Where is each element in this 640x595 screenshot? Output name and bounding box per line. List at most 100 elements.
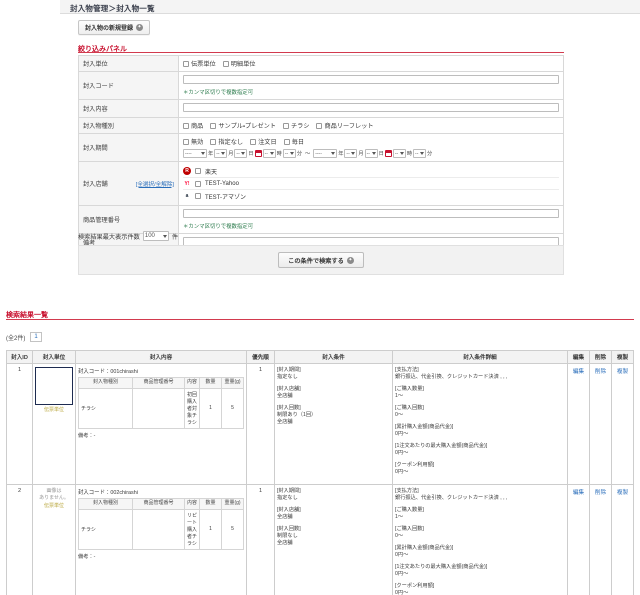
checkbox-period-disabled[interactable]: 無効: [183, 137, 203, 146]
checkbox-label: サンプル・プレゼント: [218, 123, 276, 130]
code-hint: ＊カンマ区切りで複数指定可: [183, 90, 254, 96]
shop-label-text: 封入店舗: [83, 181, 108, 188]
pagination-page-1[interactable]: 1: [30, 332, 42, 342]
checkbox-label: 商品: [191, 123, 204, 130]
checkbox-type-sample[interactable]: サンプル・プレゼント: [210, 121, 276, 130]
gear-icon: ✦: [346, 256, 354, 264]
detail-value: 0円～: [395, 450, 409, 457]
checkbox-period-daily[interactable]: 毎日: [283, 137, 304, 146]
store-name: TEST-Yahoo: [205, 180, 239, 187]
chevron-down-icon: [351, 152, 356, 155]
delete-link[interactable]: 削除: [594, 369, 607, 375]
detail-block: [1注文あたりの最大購入金額(商品代金)] 0円～: [395, 564, 565, 578]
checkbox-box-icon[interactable]: [210, 138, 217, 145]
period-to-hour-select[interactable]: --: [392, 149, 406, 158]
checkbox-box-icon[interactable]: [183, 138, 189, 145]
checkbox-unit-detail[interactable]: 明細単位: [222, 59, 256, 68]
checkbox-box-icon[interactable]: [210, 122, 217, 129]
condition-key: [封入回数]: [277, 405, 301, 412]
condition-key: [封入回数]: [277, 526, 301, 533]
inner-column-type: 封入物種別: [78, 377, 133, 389]
select-all-toggle-link[interactable]: [全選択/全解除]: [135, 181, 174, 188]
calendar-icon[interactable]: [254, 150, 262, 157]
edit-link[interactable]: 編集: [572, 490, 585, 497]
checkbox-box-icon[interactable]: [195, 193, 201, 199]
column-header-condition: 封入条件: [274, 350, 393, 364]
checkbox-type-leaflet[interactable]: 商品リーフレット: [316, 121, 374, 130]
calendar-icon[interactable]: [384, 150, 392, 157]
checkbox-type-flyer[interactable]: チラシ: [282, 121, 309, 130]
period-from-day-select[interactable]: --: [234, 149, 248, 158]
checkbox-box-icon[interactable]: [316, 122, 323, 129]
checkbox-unit-slip[interactable]: 伝票単位: [183, 59, 216, 68]
top-bar: [60, 0, 640, 14]
checkbox-box-icon[interactable]: [183, 122, 189, 129]
copy-link[interactable]: 複製: [616, 369, 629, 375]
detail-block: [ご購入数量] 1～: [395, 386, 565, 400]
filter-value-code: ＊カンマ区切りで複数指定可: [178, 71, 564, 100]
filter-row-content: 封入内容: [78, 99, 564, 118]
inner-items-table: 封入物種別 商品管理番号 内容 数量 重量(g) チラシ リピート購入者チラシ …: [78, 498, 244, 550]
cell-delete: 削除: [589, 484, 612, 595]
detail-key: [ご購入数量]: [395, 507, 424, 514]
period-from-min-select[interactable]: --: [282, 149, 296, 158]
unit-caption: 伝票単位: [43, 407, 64, 413]
unit-month: 月: [228, 151, 234, 157]
checkbox-box-icon[interactable]: [195, 168, 201, 174]
period-from-month-select[interactable]: --: [214, 149, 228, 158]
detail-value: 1～: [395, 393, 404, 400]
mgmt-no-input[interactable]: [183, 209, 559, 218]
checkbox-box-icon[interactable]: [222, 60, 229, 67]
checkbox-box-icon[interactable]: [195, 180, 201, 187]
store-row-rakuten[interactable]: R 楽天: [183, 165, 559, 178]
inner-cell-qty: 1: [199, 387, 222, 429]
edit-link[interactable]: 編集: [572, 369, 585, 375]
cell-id: 2: [6, 484, 33, 595]
store-row-yahoo[interactable]: Y! TEST-Yahoo: [183, 178, 559, 190]
select-value: --: [394, 150, 399, 157]
result-count-select[interactable]: 100: [142, 231, 169, 241]
condition-value: 指定なし: [277, 374, 298, 381]
period-to-month-select[interactable]: --: [344, 149, 358, 158]
cell-unit: 伝票単位: [32, 362, 76, 486]
filter-value-unit: 伝票単位 明細単位: [178, 55, 564, 72]
checkbox-period-orderdate[interactable]: 注文日: [250, 137, 277, 146]
chevron-down-icon: [399, 152, 404, 155]
checkbox-box-icon[interactable]: [250, 138, 257, 145]
search-button[interactable]: この条件で検索する ✦: [278, 252, 364, 268]
result-count-row: 検索結果最大表示件数 100 件: [78, 231, 178, 241]
new-insert-button[interactable]: 封入物の新規登録 ✦: [78, 20, 151, 35]
cell-content: 封入コード：002chirashi 封入物種別 商品管理番号 内容 数量 重量(…: [75, 484, 247, 595]
delete-link[interactable]: 削除: [594, 490, 607, 497]
checkbox-box-icon[interactable]: [283, 138, 290, 145]
store-row-amazon[interactable]: a TEST-アマゾン: [183, 190, 559, 202]
detail-value: 1～: [395, 514, 404, 521]
select-value: --: [236, 150, 240, 157]
period-from-hour-select[interactable]: --: [262, 149, 276, 158]
checkbox-box-icon[interactable]: [282, 122, 289, 129]
period-from-year-select[interactable]: ----: [183, 149, 207, 158]
period-to-min-select[interactable]: --: [413, 149, 427, 158]
checkbox-label: 伝票単位: [191, 61, 216, 68]
checkbox-label: 無効: [191, 139, 204, 146]
search-button-label: この条件で検索する: [288, 257, 344, 265]
period-to-year-select[interactable]: ----: [313, 149, 338, 158]
content-input[interactable]: [183, 103, 559, 112]
filter-label-code: 封入コード: [78, 71, 179, 100]
inner-column-qty: 数量: [199, 498, 222, 510]
filter-panel-rule: [78, 52, 564, 53]
detail-block: [1注文あたりの最大購入金額(商品代金)] 0円～: [395, 443, 565, 457]
code-input[interactable]: [183, 75, 559, 84]
checkbox-period-none[interactable]: 指定なし: [210, 137, 243, 146]
detail-block: [支払方法] 銀行振込、代金引換、クレジットカード決済 , , ,: [395, 367, 565, 381]
rakuten-icon: R: [183, 167, 191, 175]
column-header-delete: 削除: [589, 350, 612, 364]
store-name: TEST-アマゾン: [205, 194, 247, 201]
filter-row-mgmt-no: 商品管理番号 ＊カンマ区切りで複数指定可: [78, 205, 564, 234]
filter-label-unit: 封入単位: [78, 55, 179, 72]
checkbox-type-product[interactable]: 商品: [183, 121, 203, 130]
checkbox-box-icon[interactable]: [183, 60, 189, 67]
period-to-day-select[interactable]: --: [364, 149, 378, 158]
copy-link[interactable]: 複製: [616, 490, 629, 497]
